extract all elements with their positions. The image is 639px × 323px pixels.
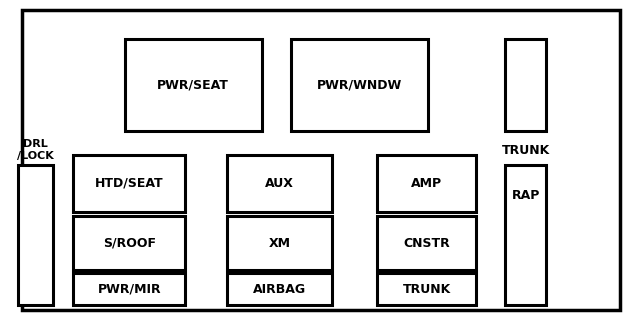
Text: AIRBAG: AIRBAG	[253, 283, 306, 296]
Bar	[227, 216, 332, 270]
Bar	[73, 216, 185, 270]
Text: HTD/SEAT: HTD/SEAT	[95, 177, 164, 190]
Text: AUX: AUX	[265, 177, 294, 190]
Text: PWR/MIR: PWR/MIR	[98, 283, 161, 296]
Bar	[377, 155, 476, 212]
Text: XM: XM	[268, 236, 291, 250]
Bar	[227, 273, 332, 305]
Bar	[377, 216, 476, 270]
Text: CNSTR: CNSTR	[403, 236, 450, 250]
Text: TRUNK: TRUNK	[502, 144, 550, 157]
Text: S/ROOF: S/ROOF	[103, 236, 156, 250]
Bar	[377, 273, 476, 305]
Bar	[227, 155, 332, 212]
Bar	[73, 273, 185, 305]
Text: TRUNK: TRUNK	[403, 283, 450, 296]
Text: PWR/SEAT: PWR/SEAT	[157, 78, 229, 91]
Bar	[505, 39, 546, 131]
Bar	[18, 165, 53, 305]
Text: DRL
/LOCK: DRL /LOCK	[17, 140, 54, 161]
Text: AMP: AMP	[411, 177, 442, 190]
Bar	[73, 155, 185, 212]
Text: PWR/WNDW: PWR/WNDW	[317, 78, 402, 91]
Bar	[125, 39, 262, 131]
Bar	[505, 165, 546, 305]
Bar	[291, 39, 428, 131]
Text: RAP: RAP	[512, 189, 540, 202]
